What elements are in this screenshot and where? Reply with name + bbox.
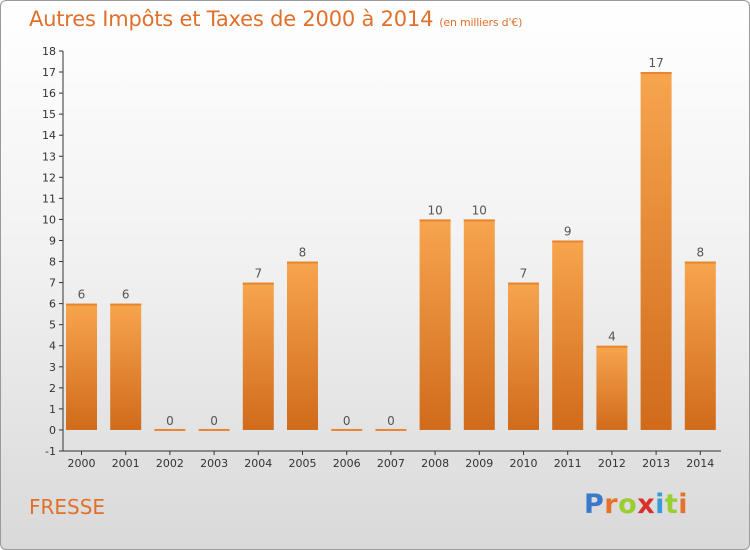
data-label: 8 — [299, 246, 307, 260]
data-label: 7 — [520, 267, 528, 281]
proxiti-logo[interactable]: Proxiti — [584, 489, 688, 520]
bar-top-edge — [287, 261, 318, 264]
bar-top-edge — [596, 345, 628, 348]
logo-letter: r — [604, 489, 619, 520]
x-tick-label: 2008 — [421, 457, 449, 470]
x-tick-label: 2000 — [68, 457, 96, 470]
x-tick-label: 2012 — [598, 457, 626, 470]
x-axis: 2000 2001 2002 2003 2004 2005 2006 2007 2008 2009… — [63, 450, 721, 470]
bar-top-edge — [419, 219, 451, 222]
bar[interactable] — [198, 428, 230, 431]
x-tick-label: 2009 — [465, 457, 493, 470]
data-label: 9 — [564, 224, 572, 238]
bar[interactable] — [419, 219, 451, 430]
bar-top-edge — [463, 219, 495, 222]
y-tick-label: 6 — [49, 298, 56, 311]
data-label: 0 — [387, 414, 395, 428]
bar[interactable] — [552, 240, 584, 430]
y-tick-label: 4 — [49, 340, 56, 353]
x-tick-label: 2007 — [377, 457, 405, 470]
y-tick-label: 13 — [42, 150, 56, 163]
y-tick-label: 10 — [42, 213, 56, 226]
data-label: 4 — [608, 330, 616, 344]
y-tick-label: 14 — [42, 129, 56, 142]
x-tick-label: 2004 — [244, 457, 272, 470]
x-tick-label: 2014 — [686, 457, 714, 470]
bar[interactable] — [375, 428, 407, 431]
bar[interactable] — [287, 261, 318, 430]
bar-top-edge — [66, 303, 97, 306]
y-tick-label: 1 — [49, 403, 56, 416]
y-tick-label: 17 — [42, 66, 56, 79]
y-tick-label: 18 — [42, 45, 56, 58]
logo-letter: x — [637, 489, 656, 520]
bars — [66, 72, 716, 431]
data-label: 0 — [343, 414, 351, 428]
x-tick-label: 2010 — [510, 457, 538, 470]
bar[interactable] — [463, 219, 495, 430]
x-tick-label: 2011 — [554, 457, 582, 470]
y-tick-label: 2 — [49, 382, 56, 395]
bar[interactable] — [242, 282, 274, 430]
chart-title: Autres Impôts et Taxes de 2000 à 2014 (en… — [29, 7, 522, 31]
bar-top-edge — [508, 282, 539, 285]
bar-top-edge — [110, 303, 142, 306]
logo-letter: P — [584, 489, 605, 520]
x-tick-label: 2006 — [333, 457, 361, 470]
y-tick-label: -1 — [45, 445, 56, 458]
y-tick-label: 15 — [42, 108, 56, 121]
bar-top-edge — [552, 240, 584, 243]
data-labels: 6 6 0 0 7 8 0 0 10 10 7 9 4 17 8 — [78, 56, 704, 428]
bar[interactable] — [596, 345, 628, 430]
y-tick-label: 3 — [49, 361, 56, 374]
x-tick-label: 2003 — [200, 457, 228, 470]
bar[interactable] — [331, 428, 363, 431]
data-label: 10 — [427, 203, 442, 217]
bar[interactable] — [640, 72, 672, 430]
data-label: 10 — [472, 203, 487, 217]
chart-title-text: Autres Impôts et Taxes de 2000 à 2014 — [29, 7, 434, 31]
bar-top-edge — [640, 72, 672, 75]
data-label: 6 — [122, 288, 130, 302]
logo-letter: i — [678, 489, 689, 520]
data-label: 17 — [648, 56, 663, 70]
bar-top-edge — [242, 282, 274, 285]
bar[interactable] — [154, 428, 186, 431]
y-tick-label: 16 — [42, 87, 56, 100]
y-tick-label: 12 — [42, 171, 56, 184]
bar[interactable] — [110, 303, 142, 430]
x-tick-label: 2013 — [642, 457, 670, 470]
data-label: 7 — [254, 267, 262, 281]
logo-letter: o — [618, 489, 638, 520]
y-tick-label: 11 — [42, 192, 56, 205]
y-tick-label: 7 — [49, 277, 56, 290]
place-name: FRESSE — [29, 495, 106, 519]
x-tick-label: 2002 — [156, 457, 184, 470]
bar[interactable] — [684, 261, 716, 430]
y-tick-label: 5 — [49, 319, 56, 332]
bar[interactable] — [66, 303, 97, 430]
data-label: 0 — [166, 414, 174, 428]
logo-letter: t — [664, 489, 679, 520]
chart-unit: (en milliers d'€) — [439, 16, 523, 29]
y-tick-label: 8 — [49, 256, 56, 269]
x-tick-label: 2001 — [112, 457, 140, 470]
bar[interactable] — [508, 282, 539, 430]
data-label: 6 — [78, 288, 86, 302]
bar-top-edge — [684, 261, 716, 264]
y-tick-label: 0 — [49, 424, 56, 437]
data-label: 8 — [696, 246, 704, 260]
x-tick-label: 2005 — [289, 457, 317, 470]
logo-letter: i — [655, 489, 665, 520]
y-tick-label: 9 — [49, 234, 56, 247]
data-label: 0 — [210, 414, 218, 428]
